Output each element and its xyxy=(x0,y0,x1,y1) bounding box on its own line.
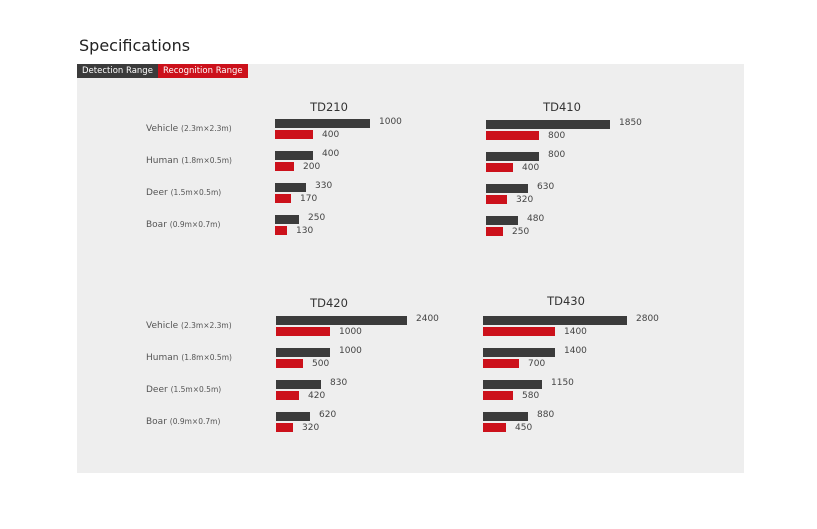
chart-title: TD430 xyxy=(547,294,585,308)
category-label: Human (1.8m×0.5m) xyxy=(146,353,232,363)
detection-value: 2400 xyxy=(416,314,439,324)
detection-value: 830 xyxy=(330,378,348,388)
category-label: Deer (1.5m×0.5m) xyxy=(146,188,221,198)
recognition-value: 400 xyxy=(522,163,540,173)
chart-title: TD420 xyxy=(310,296,348,310)
recognition-value: 320 xyxy=(516,195,534,205)
recognition-value: 580 xyxy=(522,391,540,401)
recognition-bar xyxy=(483,391,513,400)
page-title: Specifications xyxy=(79,36,191,55)
recognition-value: 500 xyxy=(312,359,330,369)
recognition-value: 1400 xyxy=(564,327,587,337)
detection-value: 630 xyxy=(537,182,555,192)
recognition-value: 800 xyxy=(548,131,566,141)
recognition-bar xyxy=(486,131,539,140)
recognition-value: 130 xyxy=(296,226,314,236)
category-name: Deer xyxy=(146,188,171,198)
recognition-value: 1000 xyxy=(339,327,362,337)
recognition-bar xyxy=(275,194,291,203)
recognition-bar xyxy=(276,359,303,368)
category-label: Human (1.8m×0.5m) xyxy=(146,156,232,166)
recognition-bar xyxy=(275,130,313,139)
chart-title: TD210 xyxy=(310,100,348,114)
detection-value: 620 xyxy=(319,410,337,420)
recognition-value: 170 xyxy=(300,194,318,204)
detection-bar xyxy=(486,216,518,225)
recognition-bar xyxy=(275,162,294,171)
category-name: Human xyxy=(146,156,182,166)
detection-bar xyxy=(276,380,321,389)
detection-bar xyxy=(486,120,610,129)
category-name: Deer xyxy=(146,385,171,395)
category-name: Vehicle xyxy=(146,124,182,134)
detection-value: 1400 xyxy=(564,346,587,356)
category-label: Vehicle (2.3m×2.3m) xyxy=(146,321,232,331)
recognition-bar xyxy=(486,227,503,236)
chart-panel xyxy=(77,64,744,473)
category-dimension: (2.3m×2.3m) xyxy=(181,321,232,330)
detection-value: 2800 xyxy=(636,314,659,324)
detection-value: 400 xyxy=(322,149,340,159)
category-dimension: (1.8m×0.5m) xyxy=(181,156,232,165)
recognition-bar xyxy=(486,163,513,172)
legend-detection[interactable]: Detection Range xyxy=(77,64,158,78)
category-name: Boar xyxy=(146,417,170,427)
recognition-bar xyxy=(483,423,506,432)
detection-value: 1150 xyxy=(551,378,574,388)
category-dimension: (0.9m×0.7m) xyxy=(169,220,221,229)
recognition-bar xyxy=(483,327,555,336)
recognition-bar xyxy=(276,327,330,336)
detection-bar xyxy=(483,412,528,421)
category-name: Vehicle xyxy=(146,321,182,331)
detection-bar xyxy=(275,151,313,160)
recognition-bar xyxy=(276,423,293,432)
recognition-bar xyxy=(275,226,287,235)
recognition-value: 250 xyxy=(512,227,530,237)
chart-title: TD410 xyxy=(543,100,581,114)
detection-bar xyxy=(275,215,299,224)
recognition-value: 200 xyxy=(303,162,321,172)
recognition-value: 320 xyxy=(302,423,320,433)
recognition-value: 400 xyxy=(322,130,340,140)
recognition-value: 700 xyxy=(528,359,546,369)
detection-bar xyxy=(483,316,627,325)
category-dimension: (1.5m×0.5m) xyxy=(170,385,222,394)
recognition-bar xyxy=(486,195,507,204)
recognition-value: 450 xyxy=(515,423,533,433)
detection-value: 330 xyxy=(315,181,333,191)
detection-bar xyxy=(486,184,528,193)
detection-bar xyxy=(275,119,370,128)
detection-value: 800 xyxy=(548,150,566,160)
detection-value: 1850 xyxy=(619,118,642,128)
detection-bar xyxy=(483,348,555,357)
category-dimension: (2.3m×2.3m) xyxy=(181,124,232,133)
legend-recognition[interactable]: Recognition Range xyxy=(157,64,248,78)
detection-bar xyxy=(276,348,330,357)
detection-value: 250 xyxy=(308,213,326,223)
detection-bar xyxy=(486,152,539,161)
detection-bar xyxy=(275,183,306,192)
recognition-value: 420 xyxy=(308,391,326,401)
category-label: Boar (0.9m×0.7m) xyxy=(146,220,220,230)
category-name: Boar xyxy=(146,220,170,230)
detection-bar xyxy=(276,316,407,325)
category-dimension: (1.8m×0.5m) xyxy=(181,353,232,362)
recognition-bar xyxy=(276,391,299,400)
legend: Detection Range Recognition Range xyxy=(77,64,248,78)
category-label: Boar (0.9m×0.7m) xyxy=(146,417,220,427)
recognition-bar xyxy=(483,359,519,368)
category-dimension: (1.5m×0.5m) xyxy=(170,188,222,197)
category-dimension: (0.9m×0.7m) xyxy=(169,417,221,426)
detection-value: 880 xyxy=(537,410,555,420)
detection-bar xyxy=(483,380,542,389)
category-label: Deer (1.5m×0.5m) xyxy=(146,385,221,395)
detection-value: 1000 xyxy=(339,346,362,356)
category-name: Human xyxy=(146,353,182,363)
detection-bar xyxy=(276,412,310,421)
detection-value: 1000 xyxy=(379,117,402,127)
category-label: Vehicle (2.3m×2.3m) xyxy=(146,124,232,134)
detection-value: 480 xyxy=(527,214,545,224)
